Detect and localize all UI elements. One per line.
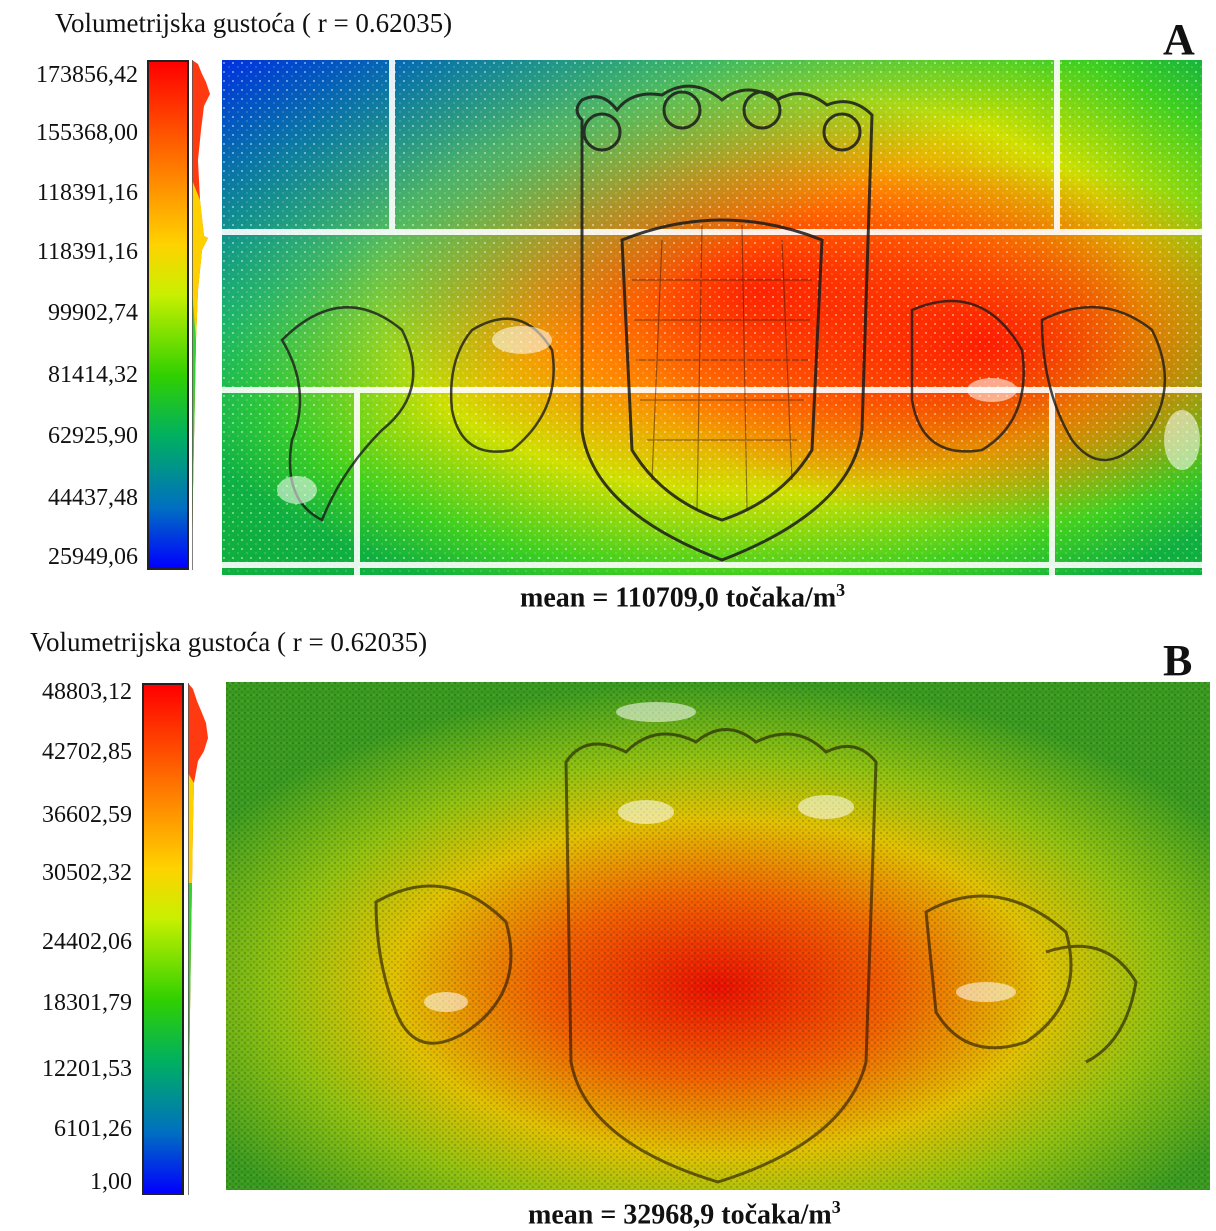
colorbar-tick-label: 99902,74 (48, 300, 138, 326)
colorbar-tick-label: 25949,06 (48, 544, 138, 570)
colorbar-tick-label: 18301,79 (42, 990, 132, 1016)
panel-b-histogram (188, 683, 208, 1195)
panel-a-colorbar (147, 60, 189, 570)
panel-b-letter: B (1163, 636, 1193, 685)
panel-a: Volumetrijska gustoća ( r = 0.62035) A 1… (0, 0, 1216, 615)
colorbar-tick-label: 81414,32 (48, 362, 138, 388)
colorbar-tick-label: 118391,16 (36, 180, 138, 206)
panel-b-colorbar-labels: 48803,12 42702,85 36602,59 30502,32 2440… (0, 620, 132, 1220)
panel-b-mean-unit-exponent: 3 (831, 1197, 841, 1217)
colorbar-tick-label: 24402,06 (42, 929, 132, 955)
colorbar-tick-label: 42702,85 (42, 739, 132, 765)
colorbar-tick-label: 6101,26 (54, 1116, 132, 1142)
panel-a-mean-text: mean = 110709,0 točaka/m (520, 582, 837, 614)
panel-a-histogram (192, 60, 210, 570)
panel-b-mean: mean = 32968,9 točaka/m3 (528, 1197, 841, 1231)
colorbar-tick-label: 48803,12 (42, 679, 132, 705)
panel-b-mean-text: mean = 32968,9 točaka/m (528, 1199, 832, 1231)
colorbar-tick-label: 62925,90 (48, 423, 138, 449)
coat-of-arms-point-cloud-icon (222, 60, 1202, 575)
colorbar-tick-label: 118391,16 (36, 239, 138, 265)
panel-b: Volumetrijska gustoća ( r = 0.62035) B 4… (0, 620, 1216, 1230)
coat-of-arms-point-cloud-icon (226, 682, 1210, 1190)
colorbar-tick-label: 36602,59 (42, 802, 132, 828)
colorbar-tick-label: 155368,00 (36, 120, 138, 146)
panel-b-title: Volumetrijska gustoća ( r = 0.62035) (30, 627, 428, 657)
panel-a-mean: mean = 110709,0 točaka/m3 (520, 580, 845, 614)
colorbar-tick-label: 12201,53 (42, 1056, 132, 1082)
panel-a-mean-unit-exponent: 3 (836, 580, 846, 600)
panel-b-colorbar (142, 683, 184, 1195)
colorbar-tick-label: 173856,42 (36, 62, 138, 88)
colorbar-tick-label: 30502,32 (42, 860, 132, 886)
colorbar-tick-label: 1,00 (90, 1169, 132, 1195)
panel-a-letter: A (1163, 15, 1195, 64)
panel-a-colorbar-labels: 173856,42 155368,00 118391,16 118391,16 … (0, 0, 138, 600)
panel-a-title: Volumetrijska gustoća ( r = 0.62035) (55, 8, 453, 38)
colorbar-tick-label: 44437,48 (48, 485, 138, 511)
